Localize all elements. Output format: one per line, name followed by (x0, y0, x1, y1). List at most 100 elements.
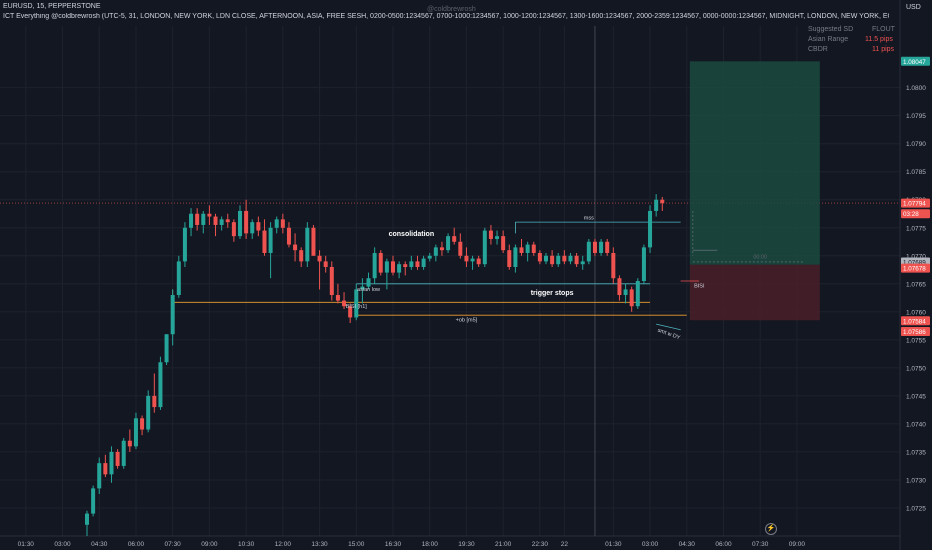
x-tick-label: 15:00 (348, 541, 365, 548)
candle (531, 241, 536, 256)
x-tick-label: 16:30 (385, 541, 402, 548)
suggested-sd-value: FLOUT (872, 26, 895, 33)
candle-body (348, 306, 353, 318)
candle (176, 255, 181, 298)
current-price-label: 1.07794 (901, 198, 930, 208)
candle (231, 219, 236, 242)
stop-loss-zone (689, 264, 820, 321)
bisi-h1-label: BISI [h1] (346, 304, 368, 310)
candle-body (427, 255, 432, 259)
x-tick-label: 18:00 (422, 541, 439, 548)
candle-body (170, 295, 175, 335)
y-tick-label: 1.0755 (906, 337, 926, 344)
price-label-bg (901, 263, 930, 273)
y-tick-label: 1.0725 (906, 505, 926, 512)
candle-body (109, 451, 114, 475)
candle-body (97, 463, 102, 489)
candle-body (654, 199, 659, 211)
candle-body (268, 227, 273, 253)
candle-body (391, 261, 395, 273)
candle-body (599, 241, 604, 253)
candle (574, 252, 579, 267)
candle-body (617, 278, 622, 296)
bisi-label: BISI (694, 284, 705, 290)
candle (207, 205, 212, 225)
candle-body (329, 266, 334, 296)
candle (562, 250, 567, 265)
candle (305, 222, 310, 267)
candle-body (592, 241, 597, 253)
candle-body (231, 222, 236, 237)
candle (372, 247, 377, 284)
ob-m5-label: +ob [m5] (456, 317, 478, 323)
candle-body (648, 210, 653, 248)
trigger-stops-label: trigger stops (531, 290, 574, 297)
candle (550, 250, 555, 267)
x-tick-label: 21:00 (495, 541, 512, 548)
currency-label: USD (906, 4, 921, 11)
asian-range-value: 11.5 pips (865, 36, 893, 43)
candle-body (544, 255, 548, 262)
candle (580, 255, 585, 270)
candle-body (133, 418, 138, 447)
candle (133, 412, 138, 450)
candle-body (586, 241, 591, 262)
price-label-text: 1.07586 (903, 329, 926, 336)
price-label-bg (901, 316, 930, 326)
candle (244, 199, 249, 239)
cbdr-value: 11 pips (872, 46, 895, 53)
candle-body (635, 281, 640, 307)
candle (384, 258, 389, 290)
candle (286, 222, 291, 248)
candle-body (366, 278, 371, 287)
x-tick-label: 22:30 (532, 541, 549, 548)
candle-body (121, 440, 126, 466)
y-tick-label: 1.0735 (906, 449, 926, 456)
candle-body (439, 247, 444, 251)
candle (293, 233, 298, 262)
candle (488, 224, 493, 245)
candle-body (605, 241, 610, 253)
lightning-icon[interactable]: ⚡ (765, 523, 777, 535)
sl-price-label-2: 1.07586 (901, 326, 930, 336)
candle (617, 275, 622, 301)
candle-body (127, 440, 132, 447)
candle (446, 233, 451, 253)
mss-label: mss (584, 215, 594, 221)
candle-body (207, 213, 212, 217)
candle-body (433, 247, 438, 256)
candle (146, 390, 151, 433)
candle-body (525, 244, 530, 253)
x-tick-label: 13:30 (311, 541, 328, 548)
candle (409, 255, 414, 270)
candle (507, 244, 512, 270)
candle (427, 252, 432, 262)
indicator-title[interactable]: ICT Everything @coldbrewrosh (UTC-5, 31,… (3, 13, 889, 20)
position-zones (689, 61, 820, 321)
y-tick-label: 1.0770 (906, 253, 926, 260)
candle-body (623, 289, 628, 296)
candle (537, 250, 542, 265)
candle (152, 373, 157, 413)
take-profit-zone (689, 61, 820, 265)
x-tick-label: 07:30 (165, 541, 182, 548)
candle (299, 247, 304, 267)
candle-body (476, 258, 481, 265)
candle (201, 210, 206, 234)
price-axis[interactable]: 1.0725 1.0730 1.0735 1.0740 1.0745 1.0750 1.07… (901, 56, 930, 513)
candle (433, 244, 438, 262)
candle (121, 437, 126, 469)
candle-body (470, 258, 475, 262)
candle-body (305, 227, 310, 262)
candle-body (213, 216, 218, 225)
candle-body (550, 255, 555, 265)
x-tick-label: 12:00 (275, 541, 292, 548)
candle-body (91, 488, 96, 514)
candle (568, 252, 573, 265)
y-tick-label: 1.0760 (906, 309, 926, 316)
candle (513, 244, 518, 273)
x-tick-label: 07:30 (752, 541, 769, 548)
candle-body (378, 252, 383, 273)
time-axis[interactable]: 01:30 03:00 04:30 06:00 07:30 09:00 10:30 12:00… (18, 541, 806, 548)
